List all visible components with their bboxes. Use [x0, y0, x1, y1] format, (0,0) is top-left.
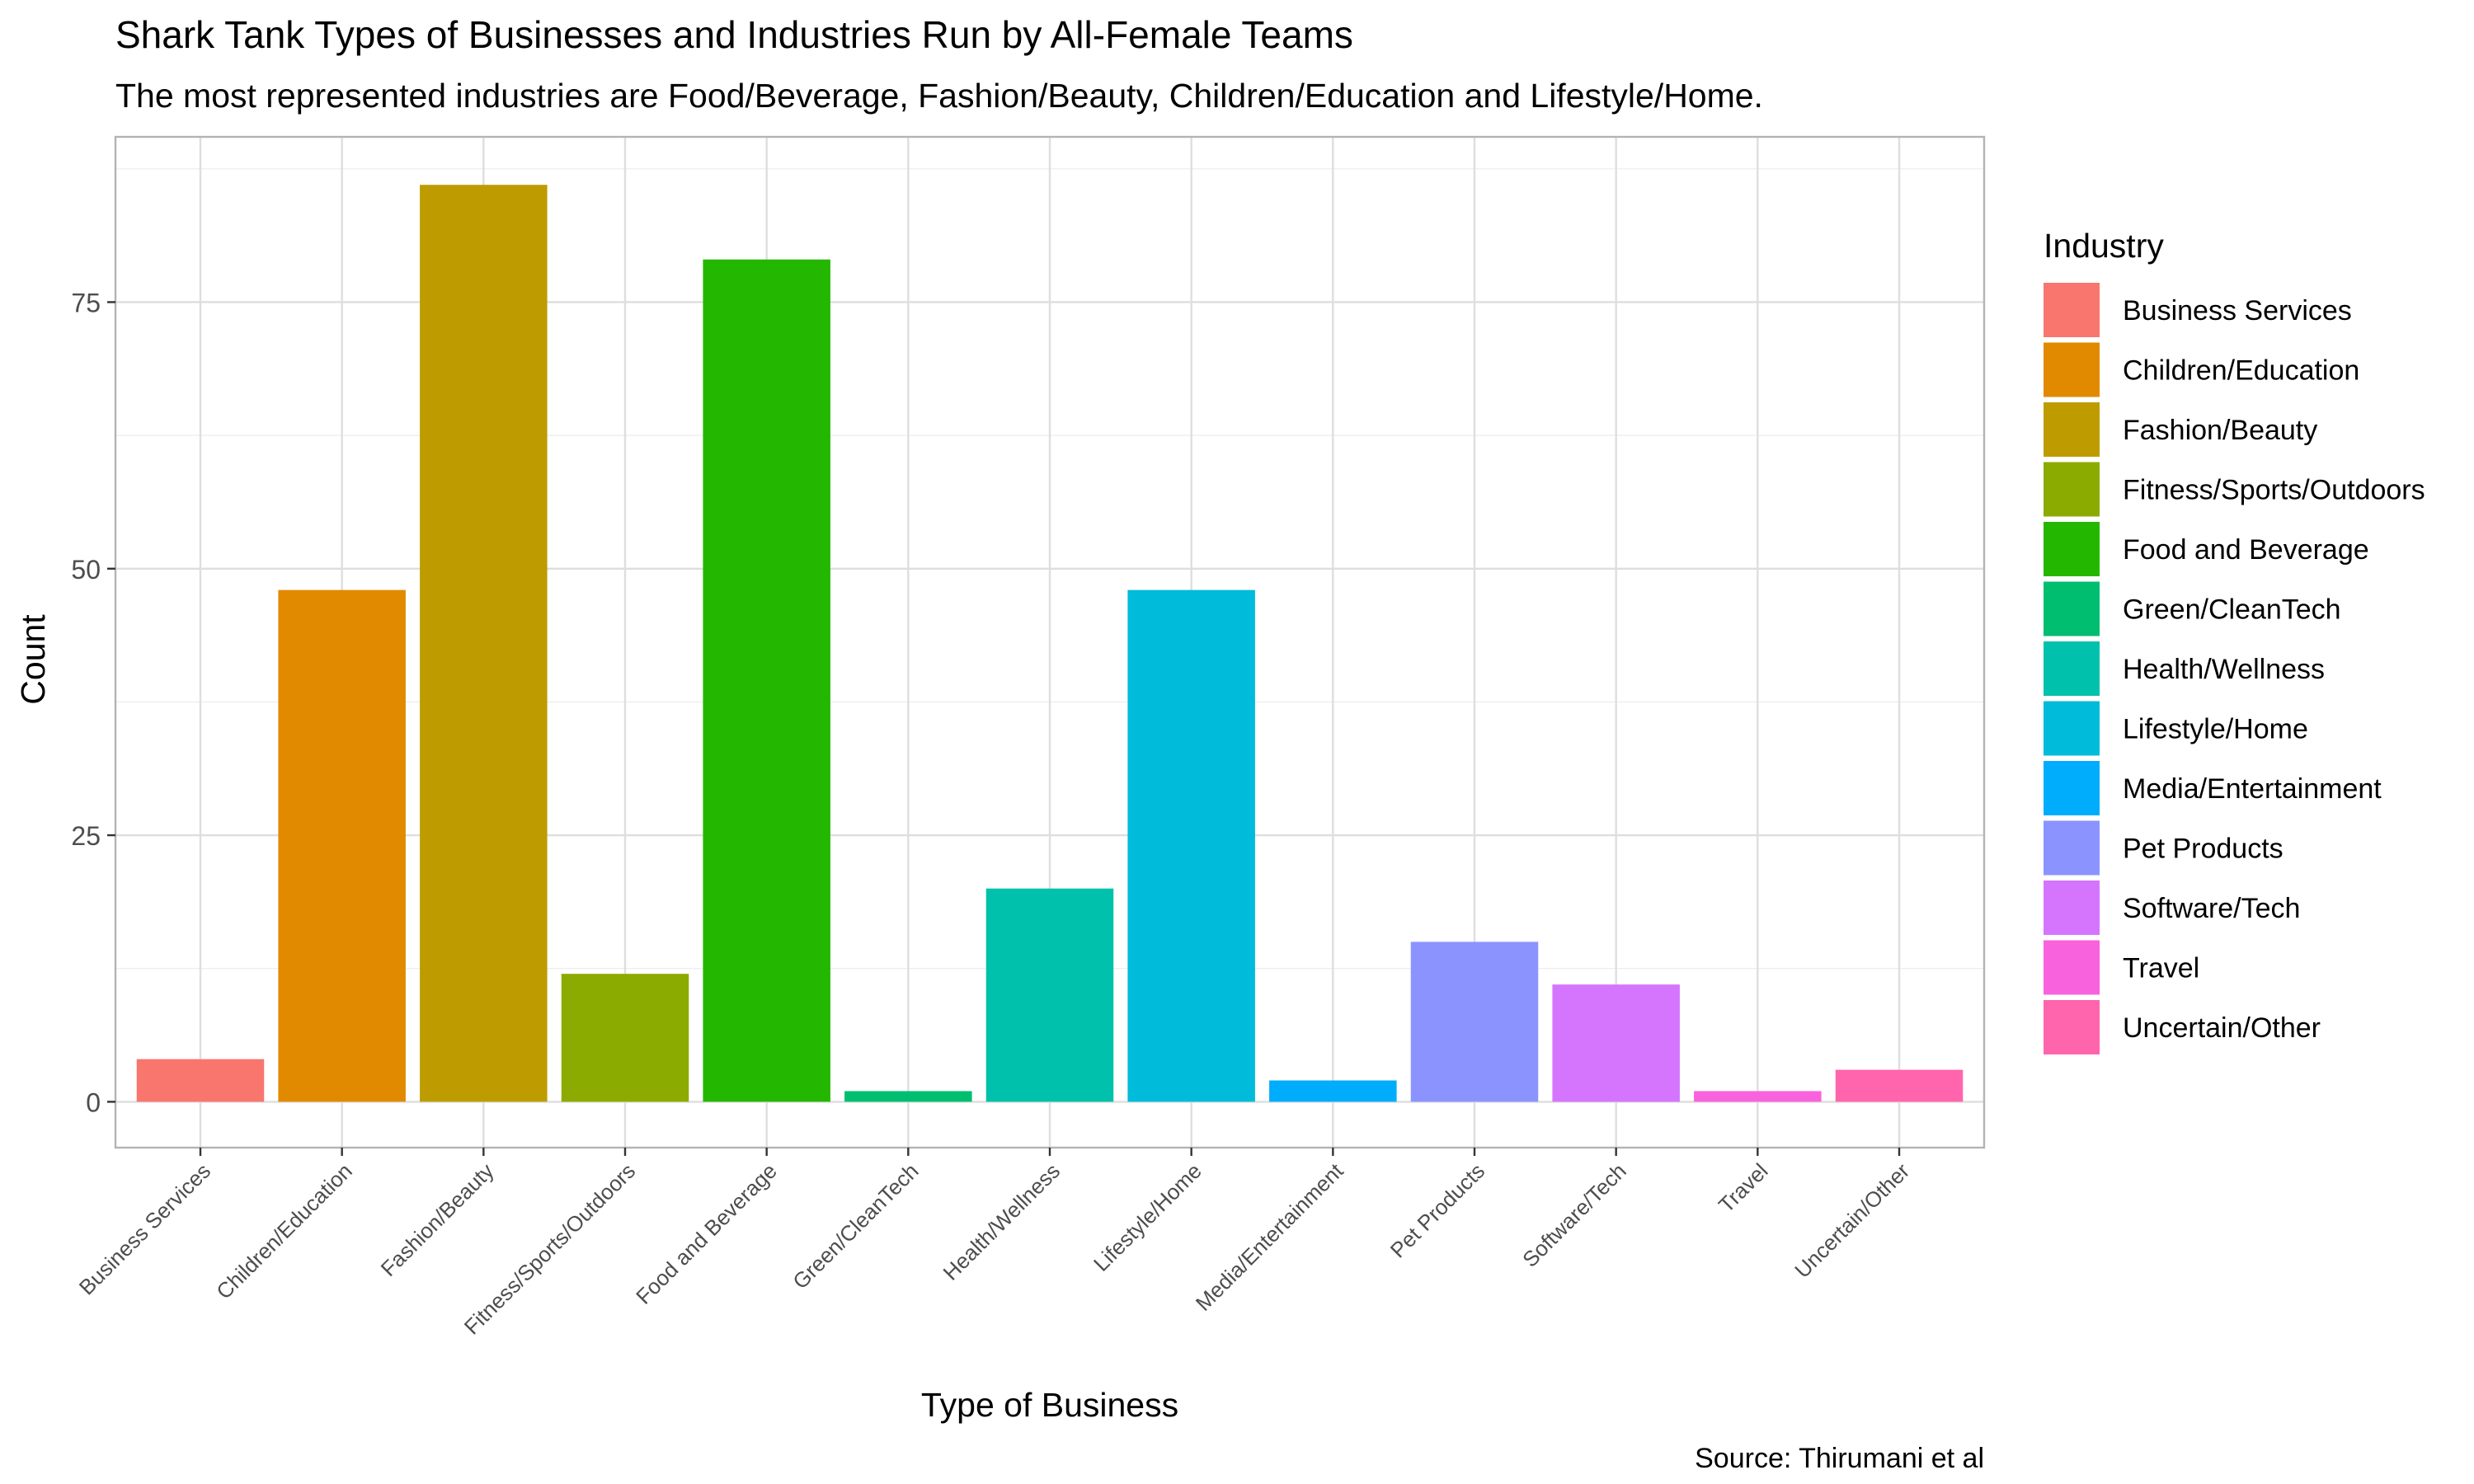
legend-label: Fashion/Beauty — [2123, 415, 2317, 446]
legend-key — [2044, 462, 2100, 517]
legend-label: Fitness/Sports/Outdoors — [2123, 475, 2425, 506]
legend-key — [2044, 342, 2100, 397]
legend-label: Food and Beverage — [2123, 534, 2369, 566]
legend-key — [2044, 641, 2100, 696]
chart-caption: Source: Thirumani et al — [1695, 1443, 1984, 1474]
legend-label: Travel — [2123, 953, 2199, 984]
y-tick-label: 25 — [71, 821, 101, 851]
bar — [1410, 942, 1539, 1102]
legend-label: Pet Products — [2123, 834, 2284, 865]
bar — [1694, 1091, 1822, 1102]
legend-key — [2044, 1000, 2100, 1054]
chart-title: Shark Tank Types of Businesses and Indus… — [115, 13, 1353, 56]
bar — [136, 1059, 265, 1102]
x-tick-label: Uncertain/Other — [1790, 1158, 1914, 1283]
x-tick-label: Business Services — [74, 1158, 215, 1299]
legend-label: Business Services — [2123, 295, 2352, 326]
legend-label: Children/Education — [2123, 355, 2359, 387]
legend-key — [2044, 701, 2100, 756]
x-tick-label: Travel — [1714, 1158, 1773, 1218]
legend-key — [2044, 522, 2100, 576]
x-axis-title: Type of Business — [921, 1386, 1178, 1424]
legend-label: Uncertain/Other — [2123, 1012, 2321, 1044]
x-tick-label: Health/Wellness — [938, 1158, 1065, 1285]
legend-label: Health/Wellness — [2123, 654, 2325, 685]
x-tick-label: Food and Beverage — [631, 1158, 782, 1309]
legend-key — [2044, 402, 2100, 457]
y-tick-label: 0 — [86, 1087, 101, 1117]
bar — [1552, 984, 1680, 1102]
y-tick-label: 75 — [71, 288, 101, 317]
bar — [1835, 1069, 1964, 1102]
x-tick-label: Media/Entertainment — [1191, 1158, 1348, 1315]
legend-label: Software/Tech — [2123, 893, 2300, 924]
legend-key — [2044, 820, 2100, 876]
legend-title: Industry — [2044, 227, 2164, 265]
legend-key — [2044, 761, 2100, 815]
x-tick-label: Children/Education — [211, 1158, 357, 1304]
x-tick-label: Lifestyle/Home — [1089, 1158, 1206, 1276]
legend-key — [2044, 283, 2100, 337]
x-tick-label: Pet Products — [1385, 1158, 1489, 1262]
y-tick-label: 50 — [71, 555, 101, 585]
bar — [278, 589, 406, 1102]
legend-key — [2044, 881, 2100, 935]
y-axis-title: Count — [14, 614, 52, 705]
bar — [420, 185, 548, 1102]
bar — [844, 1091, 972, 1102]
legend-label: Green/CleanTech — [2123, 594, 2341, 626]
x-tick-label: Green/CleanTech — [788, 1158, 923, 1294]
legend-label: Media/Entertainment — [2123, 773, 2382, 805]
bar — [985, 888, 1114, 1102]
legend-label: Lifestyle/Home — [2123, 714, 2308, 745]
bars — [136, 185, 1964, 1102]
x-tick-label: Software/Tech — [1517, 1158, 1631, 1272]
legend-key — [2044, 581, 2100, 636]
bar — [1269, 1080, 1397, 1102]
x-tick-label: Fashion/Beauty — [376, 1158, 499, 1281]
legend: Business Services Children/Education Fashi… — [2044, 283, 2425, 1054]
legend-key — [2044, 940, 2100, 995]
bar — [703, 259, 830, 1102]
chart-subtitle: The most represented industries are Food… — [115, 77, 1763, 115]
bar — [1127, 589, 1255, 1102]
bar — [561, 974, 689, 1102]
